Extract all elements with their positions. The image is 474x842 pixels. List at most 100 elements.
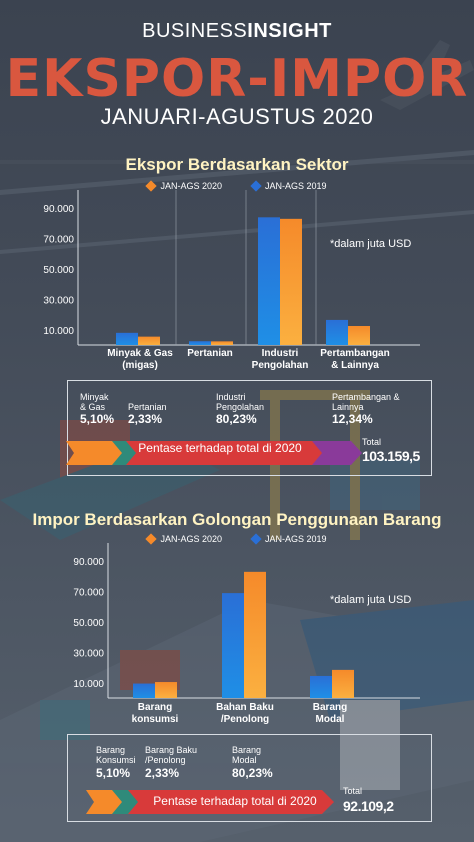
import-legend: JAN-AGS 2020 JAN-AGS 2019 [0,533,474,545]
cat-label: Pengolahan [251,360,309,371]
y-tick-label: 70.000 [73,588,104,599]
import-bar-chart: 10.000 30.000 50.000 70.000 90.000 [73,543,420,699]
share-value-konsumsi: 5,10% [96,766,131,780]
share-label-pertambangan: Pertambangan & Lainnya [332,392,400,412]
y-tick-label: 90.000 [43,204,74,215]
bar-2019 [222,593,244,698]
share-label-pertanian: Pertanian [128,402,167,412]
export-share-box [67,380,432,476]
brand-logo: BUSINESSINSIGHT [0,20,474,43]
y-tick-label: 50.000 [43,265,74,276]
cat-label: Modal [315,714,345,725]
legend-label-2020: JAN-AGS 2020 [160,534,222,544]
import-chart-title: Impor Berdasarkan Golongan Penggunaan Ba… [32,510,442,529]
share-label: Modal [232,755,257,765]
share-label-bahan-baku: Barang Baku /Penolong [145,745,197,765]
cat-label: Minyak & Gas [107,348,173,359]
cat-label: & Lainnya [331,360,379,371]
share-label: /Penolong [145,755,186,765]
share-value-pertanian: 2,33% [128,412,163,426]
cat-label: konsumsi [131,714,179,725]
share-value-pertambangan: 12,34% [332,412,373,426]
export-total-value: 103.159,5 [362,448,420,464]
export-cat-pertanian: Pertanian [187,348,233,359]
cat-label: Pertambangan [320,348,390,359]
cat-label: (migas) [122,360,158,371]
share-label: Minyak [80,392,109,402]
bar-2019 [116,332,138,345]
export-share-bar-label: Pentase terhadap total di 2020 [138,441,302,455]
cat-label: Bahan Baku [216,702,274,713]
bar-2019 [189,341,211,345]
y-tick-label: 50.000 [73,618,104,629]
brand-bold: INSIGHT [247,20,332,42]
y-tick-label: 30.000 [43,295,74,306]
bar-2020 [155,682,177,698]
import-cat-modal: Barang Modal [295,702,365,726]
share-label-konsumsi: Barang Konsumsi [96,745,136,765]
y-tick-label: 10.000 [43,326,74,337]
bar-2020 [280,218,302,345]
import-share-arrow-bar [86,790,334,814]
share-label-industri: Industri Pengolahan [216,392,264,412]
share-label-modal: Barang Modal [232,745,261,765]
segment-konsumsi [86,790,124,814]
export-bar-chart: 10.000 30.000 50.000 70.000 90.000 [43,190,420,346]
share-value-bahan-baku: 2,33% [145,766,180,780]
bar-2019 [326,319,348,345]
export-total-label: Total [362,437,382,447]
bar-2020 [332,669,354,698]
share-label: Pengolahan [216,402,265,412]
page-title: EKSPOR-IMPOR [5,49,469,109]
share-label: Barang [232,745,262,755]
legend-item-2019: JAN-AGS 2019 [250,180,327,192]
bar-2020 [348,326,370,345]
share-value-modal: 80,23% [232,766,273,780]
import-total-label: Total [343,786,363,796]
share-label: Barang [96,745,126,755]
cat-label: /Penolong [220,714,270,725]
import-cat-bahan-baku: Bahan Baku /Penolong [205,702,285,726]
export-cat-pertambangan: Pertambangan & Lainnya [315,348,395,372]
export-cat-industri: Industri Pengolahan [245,348,315,372]
share-label-migas: Minyak & Gas [80,392,109,412]
share-label: & Gas [80,402,106,412]
share-label: Konsumsi [96,755,136,765]
cat-label: Barang [137,702,173,713]
export-cat-migas: Minyak & Gas (migas) [100,348,180,372]
bar-2020 [211,341,233,345]
import-share-box [67,734,432,822]
bar-2020 [138,336,160,345]
import-share-bar-label: Pentase terhadap total di 2020 [153,794,317,808]
legend-label-2019: JAN-AGS 2019 [265,534,327,544]
y-tick-label: 70.000 [43,235,74,246]
y-tick-label: 90.000 [73,557,104,568]
page-subtitle: JANUARI-AGUSTUS 2020 [100,104,374,129]
import-unit-note: *dalam juta USD [330,594,412,606]
export-unit-note: *dalam juta USD [330,238,412,250]
segment-modal [128,790,334,814]
cat-label: Industri [261,348,299,359]
share-label: Industri [216,392,246,402]
legend-item-2020: JAN-AGS 2020 [145,180,222,192]
y-tick-label: 10.000 [73,679,104,690]
brand-regular: BUSINESS [142,20,248,42]
legend-label-2020: JAN-AGS 2020 [160,181,222,191]
legend-item-2019: JAN-AGS 2019 [250,533,327,545]
bar-2019 [133,683,155,698]
share-value-migas: 5,10% [80,412,115,426]
bar-2019 [310,675,332,698]
import-total-value: 92.109,2 [343,798,394,814]
export-share-arrow-bar [66,441,362,465]
bar-2019 [258,217,280,345]
segment-migas [66,441,124,465]
cat-label: Barang [312,702,348,713]
segment-industri [126,441,324,465]
import-cat-konsumsi: Barang konsumsi [115,702,195,726]
export-chart-title: Ekspor Berdasarkan Sektor [125,155,349,174]
legend-label-2019: JAN-AGS 2019 [265,181,327,191]
bar-2020 [244,571,266,698]
legend-item-2020: JAN-AGS 2020 [145,533,222,545]
export-legend: JAN-AGS 2020 JAN-AGS 2019 [0,180,474,192]
